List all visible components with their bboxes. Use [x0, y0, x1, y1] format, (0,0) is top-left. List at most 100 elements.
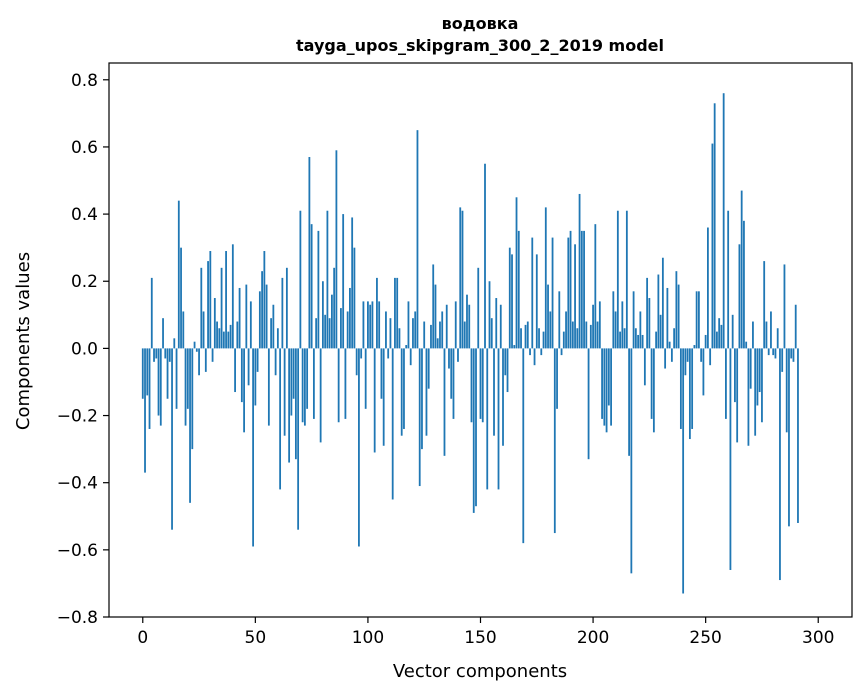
bar-component-42	[236, 321, 239, 349]
y-tick-label: −0.8	[57, 608, 98, 628]
bar-component-126	[425, 348, 428, 436]
bar-component-83	[328, 318, 331, 349]
bar-component-285	[783, 264, 786, 349]
bar-component-196	[583, 230, 585, 349]
bar-component-217	[630, 348, 633, 574]
bar-component-16	[177, 200, 180, 349]
bar-component-123	[418, 348, 421, 487]
bar-component-49	[252, 348, 254, 547]
bar-component-4	[150, 277, 153, 349]
bar-component-67	[292, 348, 295, 399]
bar-component-263	[734, 348, 736, 403]
bar-component-127	[427, 348, 430, 389]
bar-component-264	[736, 348, 739, 443]
bar-component-81	[324, 314, 327, 349]
bar-component-8	[159, 348, 162, 426]
bar-component-114	[398, 328, 401, 349]
chart-title: водовка	[442, 14, 519, 33]
bar-component-204	[601, 348, 603, 419]
bar-component-17	[180, 247, 182, 349]
bar-component-18	[182, 311, 185, 349]
bar-component-167	[517, 230, 520, 349]
bar-component-150	[479, 348, 482, 419]
bar-component-77	[315, 318, 318, 349]
bar-component-276	[763, 261, 766, 349]
bar-component-166	[515, 197, 518, 349]
bar-component-66	[290, 348, 293, 416]
bar-component-135	[445, 304, 448, 349]
bar-component-31	[211, 348, 214, 362]
bar-component-69	[297, 348, 300, 530]
bar-component-171	[526, 321, 529, 349]
bar-component-108	[385, 311, 387, 349]
bar-component-184	[556, 348, 558, 409]
bar-component-275	[761, 348, 763, 423]
bar-component-249	[702, 348, 705, 396]
bar-component-268	[745, 341, 748, 349]
bar-component-100	[367, 301, 369, 349]
bar-component-234	[668, 341, 671, 349]
bar-component-134	[443, 348, 446, 456]
bar-component-194	[578, 193, 581, 349]
bar-component-58	[272, 304, 275, 349]
bar-component-11	[166, 348, 169, 399]
bar-component-205	[603, 348, 606, 426]
bar-component-120	[412, 318, 414, 349]
bar-component-267	[743, 220, 745, 349]
bar-component-113	[396, 277, 399, 349]
bar-component-115	[400, 348, 403, 436]
bar-component-259	[725, 348, 727, 419]
bar-component-253	[711, 143, 714, 349]
bar-component-258	[722, 93, 725, 349]
bar-component-287	[788, 348, 790, 527]
bar-component-222	[641, 334, 644, 349]
bar-component-62	[281, 277, 284, 349]
bar-component-192	[574, 244, 576, 349]
bar-component-87	[337, 348, 340, 423]
bar-component-153	[486, 348, 489, 490]
bar-component-152	[484, 163, 486, 349]
bar-component-228	[655, 331, 658, 349]
bar-component-177	[540, 348, 543, 356]
bar-component-214	[623, 328, 626, 349]
bar-component-130	[434, 284, 437, 349]
y-tick-label: 0.0	[71, 339, 98, 359]
bar-component-82	[326, 210, 329, 349]
bar-component-37	[225, 251, 227, 349]
bar-component-163	[508, 247, 511, 349]
bar-component-155	[490, 318, 493, 349]
bar-component-131	[436, 338, 439, 349]
bar-component-28	[204, 348, 207, 372]
bar-component-280	[772, 348, 775, 356]
bar-component-227	[652, 348, 655, 433]
bar-component-183	[553, 348, 556, 534]
bar-series	[141, 93, 799, 594]
bar-component-60	[276, 328, 279, 349]
x-axis-ticks: 0 50 100 150 200 250 300	[137, 617, 834, 648]
bar-component-232	[664, 348, 667, 369]
bar-component-90	[344, 348, 347, 419]
x-axis-label: Vector components	[393, 661, 567, 682]
bar-component-124	[421, 348, 423, 450]
bar-component-140	[457, 348, 459, 362]
bar-component-27	[202, 311, 205, 349]
bar-component-98	[362, 301, 365, 349]
bar-component-180	[547, 284, 549, 349]
bar-component-95	[355, 348, 358, 376]
bar-component-230	[659, 314, 662, 349]
bar-component-132	[439, 321, 441, 349]
chart-subtitle: tayga_upos_skipgram_300_2_2019 model	[296, 36, 664, 55]
bar-component-176	[538, 328, 540, 349]
bar-component-221	[639, 311, 642, 349]
bar-component-21	[189, 348, 191, 503]
bar-component-142	[461, 210, 464, 349]
bar-component-2	[146, 348, 149, 396]
bar-component-175	[535, 254, 538, 349]
bar-component-242	[686, 348, 689, 362]
bar-component-248	[700, 348, 703, 362]
bar-component-223	[643, 348, 646, 386]
bar-component-79	[319, 348, 322, 443]
bar-component-80	[321, 281, 324, 349]
bar-component-158	[497, 348, 500, 490]
bar-component-78	[317, 230, 320, 349]
